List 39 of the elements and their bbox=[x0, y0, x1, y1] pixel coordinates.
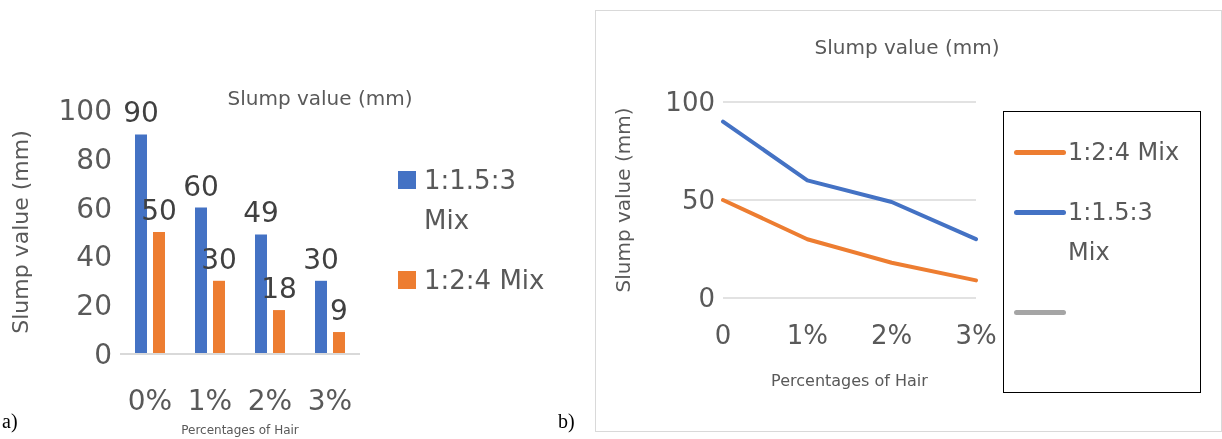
data-label: 90 bbox=[123, 96, 159, 130]
legend-label: 1:1.5:3 Mix bbox=[1068, 197, 1154, 268]
y-axis-title: Slump value (mm) bbox=[7, 130, 33, 334]
y-tick-label: 100 bbox=[58, 93, 112, 127]
data-label: 9 bbox=[330, 294, 348, 328]
bar bbox=[315, 280, 327, 354]
x-tick-label: 3% bbox=[307, 383, 353, 417]
text: a) bbox=[2, 410, 18, 433]
data-label: 49 bbox=[243, 196, 279, 230]
x-axis-title: Percentages of Hair bbox=[771, 371, 929, 390]
data-label: 30 bbox=[303, 242, 339, 276]
text: b) bbox=[558, 410, 575, 433]
legend-label: 1:2:4 Mix bbox=[424, 264, 545, 297]
bar bbox=[333, 332, 345, 354]
y-tick-label: 80 bbox=[76, 142, 112, 176]
y-tick-label: 50 bbox=[681, 185, 715, 216]
x-tick-label: 2% bbox=[871, 320, 913, 351]
bar bbox=[273, 310, 285, 354]
legend-label: 1:2:4 Mix bbox=[1068, 137, 1180, 168]
x-tick-label: 1% bbox=[187, 383, 233, 417]
x-axis-title: Percentages of Hair bbox=[181, 423, 299, 437]
x-tick-label: 2% bbox=[247, 383, 293, 417]
y-tick-label: 60 bbox=[76, 191, 112, 225]
legend-label: 1:1.5:3 Mix bbox=[424, 164, 517, 237]
bar bbox=[153, 232, 165, 354]
y-tick-label: 20 bbox=[76, 289, 112, 323]
y-tick-label: 40 bbox=[76, 240, 112, 274]
y-tick-label: 100 bbox=[665, 87, 715, 118]
data-label: 60 bbox=[183, 169, 219, 203]
chart-title: Slump value (mm) bbox=[226, 86, 414, 110]
x-tick-label: 0% bbox=[127, 383, 173, 417]
x-tick-label: 1% bbox=[786, 320, 828, 351]
y-axis-title: Slump value (mm) bbox=[611, 107, 636, 293]
line-series bbox=[721, 198, 978, 283]
line-series bbox=[721, 119, 978, 242]
y-tick-label: 0 bbox=[698, 283, 715, 314]
x-tick-label: 3% bbox=[955, 320, 997, 351]
chart-title: Slump value (mm) bbox=[813, 35, 1001, 59]
bar bbox=[213, 280, 225, 354]
